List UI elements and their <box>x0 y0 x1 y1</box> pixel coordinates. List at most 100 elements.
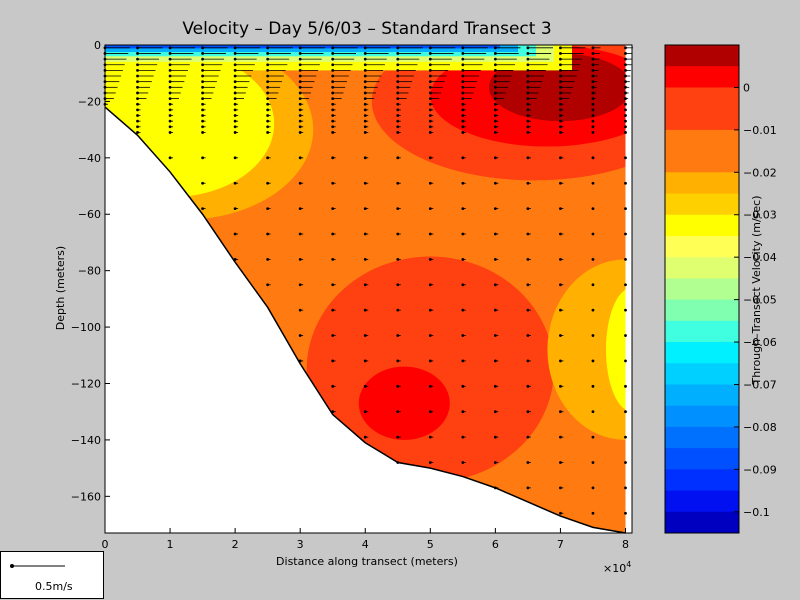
velocity-vector-point <box>331 108 335 112</box>
x-tick-label: 7 <box>557 538 564 551</box>
velocity-vector-point <box>428 119 432 123</box>
velocity-vector-point <box>168 114 172 117</box>
velocity-vector-point <box>396 461 400 464</box>
velocity-vector-point <box>266 181 270 185</box>
velocity-vector-point <box>136 46 139 50</box>
velocity-vector-point <box>624 308 627 312</box>
velocity-vector-point <box>428 308 432 312</box>
velocity-vector-point <box>591 257 595 261</box>
velocity-vector-point <box>559 283 562 287</box>
velocity-vector-point <box>136 131 139 134</box>
velocity-vector-point <box>624 257 627 261</box>
velocity-vector-point <box>136 80 139 84</box>
colorbar-frame <box>664 44 740 534</box>
velocity-vector-point <box>201 102 204 106</box>
velocity-vector-point <box>428 91 432 95</box>
velocity-vector-point <box>233 80 237 84</box>
contour-surface-band <box>105 45 518 53</box>
colorbar-tick-label: −0.07 <box>743 378 777 391</box>
colorbar-tick-label: −0.02 <box>743 166 777 179</box>
velocity-vector-point <box>493 410 497 414</box>
velocity-vector-point <box>363 181 367 185</box>
velocity-vector-point <box>428 125 432 129</box>
velocity-vector-point <box>526 207 530 211</box>
velocity-vector-point <box>493 181 497 185</box>
velocity-vector-point <box>201 68 204 72</box>
velocity-vector-point <box>396 283 400 287</box>
velocity-vector-point <box>266 257 270 261</box>
velocity-vector-point <box>428 384 432 388</box>
velocity-vector-point <box>266 97 270 100</box>
velocity-vector-point <box>331 68 335 72</box>
velocity-vector-point <box>526 63 530 67</box>
velocity-vector-point <box>591 52 595 55</box>
velocity-vector-point <box>396 85 400 89</box>
velocity-vector-point <box>298 125 302 129</box>
colorbar-level <box>665 320 739 343</box>
velocity-vector-point <box>559 85 562 89</box>
velocity-vector-point <box>363 114 367 117</box>
velocity-vector-point <box>396 308 400 312</box>
velocity-vector-point <box>331 156 335 160</box>
velocity-vector-point <box>233 108 237 112</box>
velocity-vector-point <box>168 57 172 61</box>
velocity-vector-point <box>298 46 302 50</box>
velocity-vector-point <box>493 52 497 55</box>
velocity-vector-point <box>266 85 270 89</box>
velocity-vector-point <box>591 63 595 67</box>
colorbar-level <box>665 214 739 237</box>
velocity-vector-point <box>396 80 400 84</box>
velocity-vector-point <box>493 334 497 337</box>
velocity-vector-point <box>201 85 204 89</box>
velocity-vector-point <box>136 52 139 55</box>
velocity-vector-point <box>233 125 237 129</box>
velocity-vector-point <box>136 74 139 78</box>
y-tick-label: −60 <box>78 208 101 221</box>
velocity-vector-point <box>624 68 627 72</box>
colorbar-level <box>665 66 739 88</box>
colorbar-level <box>665 490 739 513</box>
velocity-vector-point <box>461 114 465 117</box>
velocity-vector-point <box>136 91 139 95</box>
velocity-vector-point <box>136 85 139 89</box>
contour-deep-red <box>358 366 450 440</box>
velocity-vector-point <box>298 97 302 100</box>
velocity-vector-point <box>233 181 237 185</box>
velocity-vector-point <box>201 119 204 123</box>
velocity-vector-point <box>624 359 627 363</box>
velocity-vector-point <box>526 119 530 123</box>
velocity-vector-point <box>624 131 627 134</box>
velocity-vector-point <box>298 232 302 236</box>
x-tick-label: 2 <box>232 538 239 551</box>
velocity-vector-point <box>559 461 562 464</box>
velocity-vector-point <box>526 257 530 261</box>
velocity-vector-point <box>331 359 335 363</box>
velocity-vector-point <box>298 57 302 61</box>
velocity-vector-point <box>591 308 595 312</box>
velocity-vector-point <box>591 461 595 464</box>
colorbar-tick-label: −0.03 <box>743 209 777 222</box>
velocity-vector-point <box>331 283 335 287</box>
velocity-vector-point <box>526 486 530 490</box>
velocity-vector-point <box>591 85 595 89</box>
y-tick-label: −40 <box>78 152 101 165</box>
velocity-vector-point <box>168 102 172 106</box>
velocity-vector-point <box>201 91 204 95</box>
velocity-vector-point <box>266 102 270 106</box>
velocity-vector-point <box>266 207 270 211</box>
velocity-vector-point <box>396 74 400 78</box>
velocity-vector-point <box>298 63 302 67</box>
y-tick-label: −100 <box>71 321 101 334</box>
velocity-vector-point <box>363 334 367 337</box>
velocity-vector-point <box>396 102 400 106</box>
velocity-vector-point <box>298 114 302 117</box>
velocity-vector-point <box>233 102 237 106</box>
velocity-vector-point <box>233 119 237 123</box>
velocity-vector-point <box>428 334 432 337</box>
velocity-vector-point <box>396 63 400 67</box>
chart-title: Velocity – Day 5/6/03 – Standard Transec… <box>182 19 551 39</box>
x-tick-label: 3 <box>297 538 304 551</box>
velocity-vector-point <box>331 97 335 100</box>
velocity-vector-point <box>136 97 139 100</box>
velocity-vector-point <box>591 46 595 50</box>
